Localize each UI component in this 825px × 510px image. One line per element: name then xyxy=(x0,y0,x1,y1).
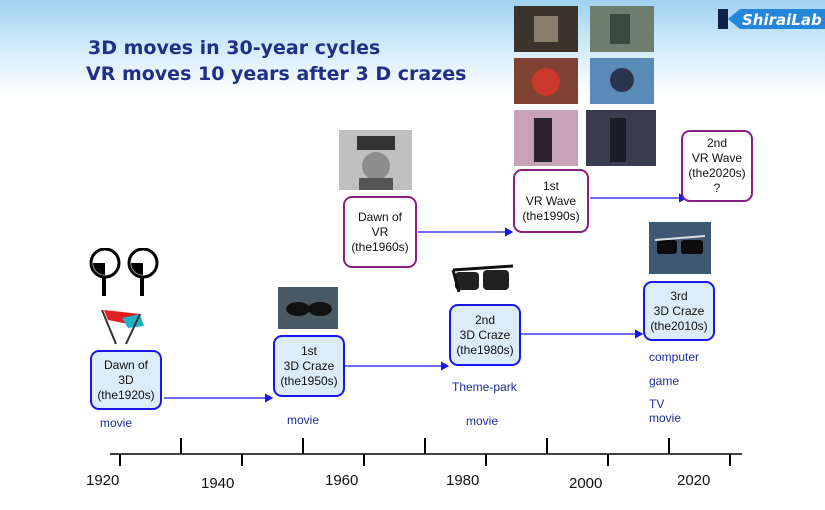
slide-title-line1: 3D moves in 30-year cycles xyxy=(88,37,381,59)
box-1st-vr-wave: 1st VR Wave (the1990s) xyxy=(513,169,589,233)
box-dawn-of-3d: Dawn of 3D (the1920s) xyxy=(90,350,162,410)
year-label-2000: 2000 xyxy=(569,475,603,492)
3d-glasses-2010s-photo xyxy=(649,222,711,274)
year-label-1980: 1980 xyxy=(446,472,480,489)
media-label-movie-1950s: movie xyxy=(287,413,320,427)
header-gradient xyxy=(0,0,825,95)
year-label-1940: 1940 xyxy=(201,475,235,492)
box-2nd-3d-craze: 2nd 3D Craze (the1980s) xyxy=(449,304,521,366)
media-label-movie-1980s: movie xyxy=(466,414,499,428)
year-label-1920: 1920 xyxy=(86,472,120,489)
media-label-tv: TV xyxy=(649,397,665,411)
shirailab-logo: ShiraiLab xyxy=(718,4,825,34)
hmd-photo-1960s xyxy=(339,130,412,190)
box-dawn-of-vr: Dawn of VR (the1960s) xyxy=(343,196,417,268)
year-label-1960: 1960 xyxy=(325,472,359,489)
3d-glasses-1950s-photo xyxy=(278,287,338,329)
box-2nd-vr-wave: 2nd VR Wave (the2020s)? xyxy=(681,130,753,202)
box-3rd-3d-craze: 3rd 3D Craze (the2010s) xyxy=(643,281,715,341)
slide-title-line2: VR moves 10 years after 3 D crazes xyxy=(86,63,467,85)
media-label-theme-park: Theme-park xyxy=(452,380,517,394)
box-1st-3d-craze: 1st 3D Craze (the1950s) xyxy=(273,335,345,397)
3d-glasses-1980s-icon xyxy=(451,264,514,293)
media-label-movie-2010s: movie xyxy=(649,411,682,425)
media-label-movie-1920s: movie xyxy=(100,416,133,430)
media-label-game: game xyxy=(649,374,680,388)
media-label-computer: computer xyxy=(649,350,700,364)
year-label-2020: 2020 xyxy=(677,472,711,489)
vr-photo-collage xyxy=(514,6,656,166)
anaglyph-viewers-icon xyxy=(89,248,159,345)
